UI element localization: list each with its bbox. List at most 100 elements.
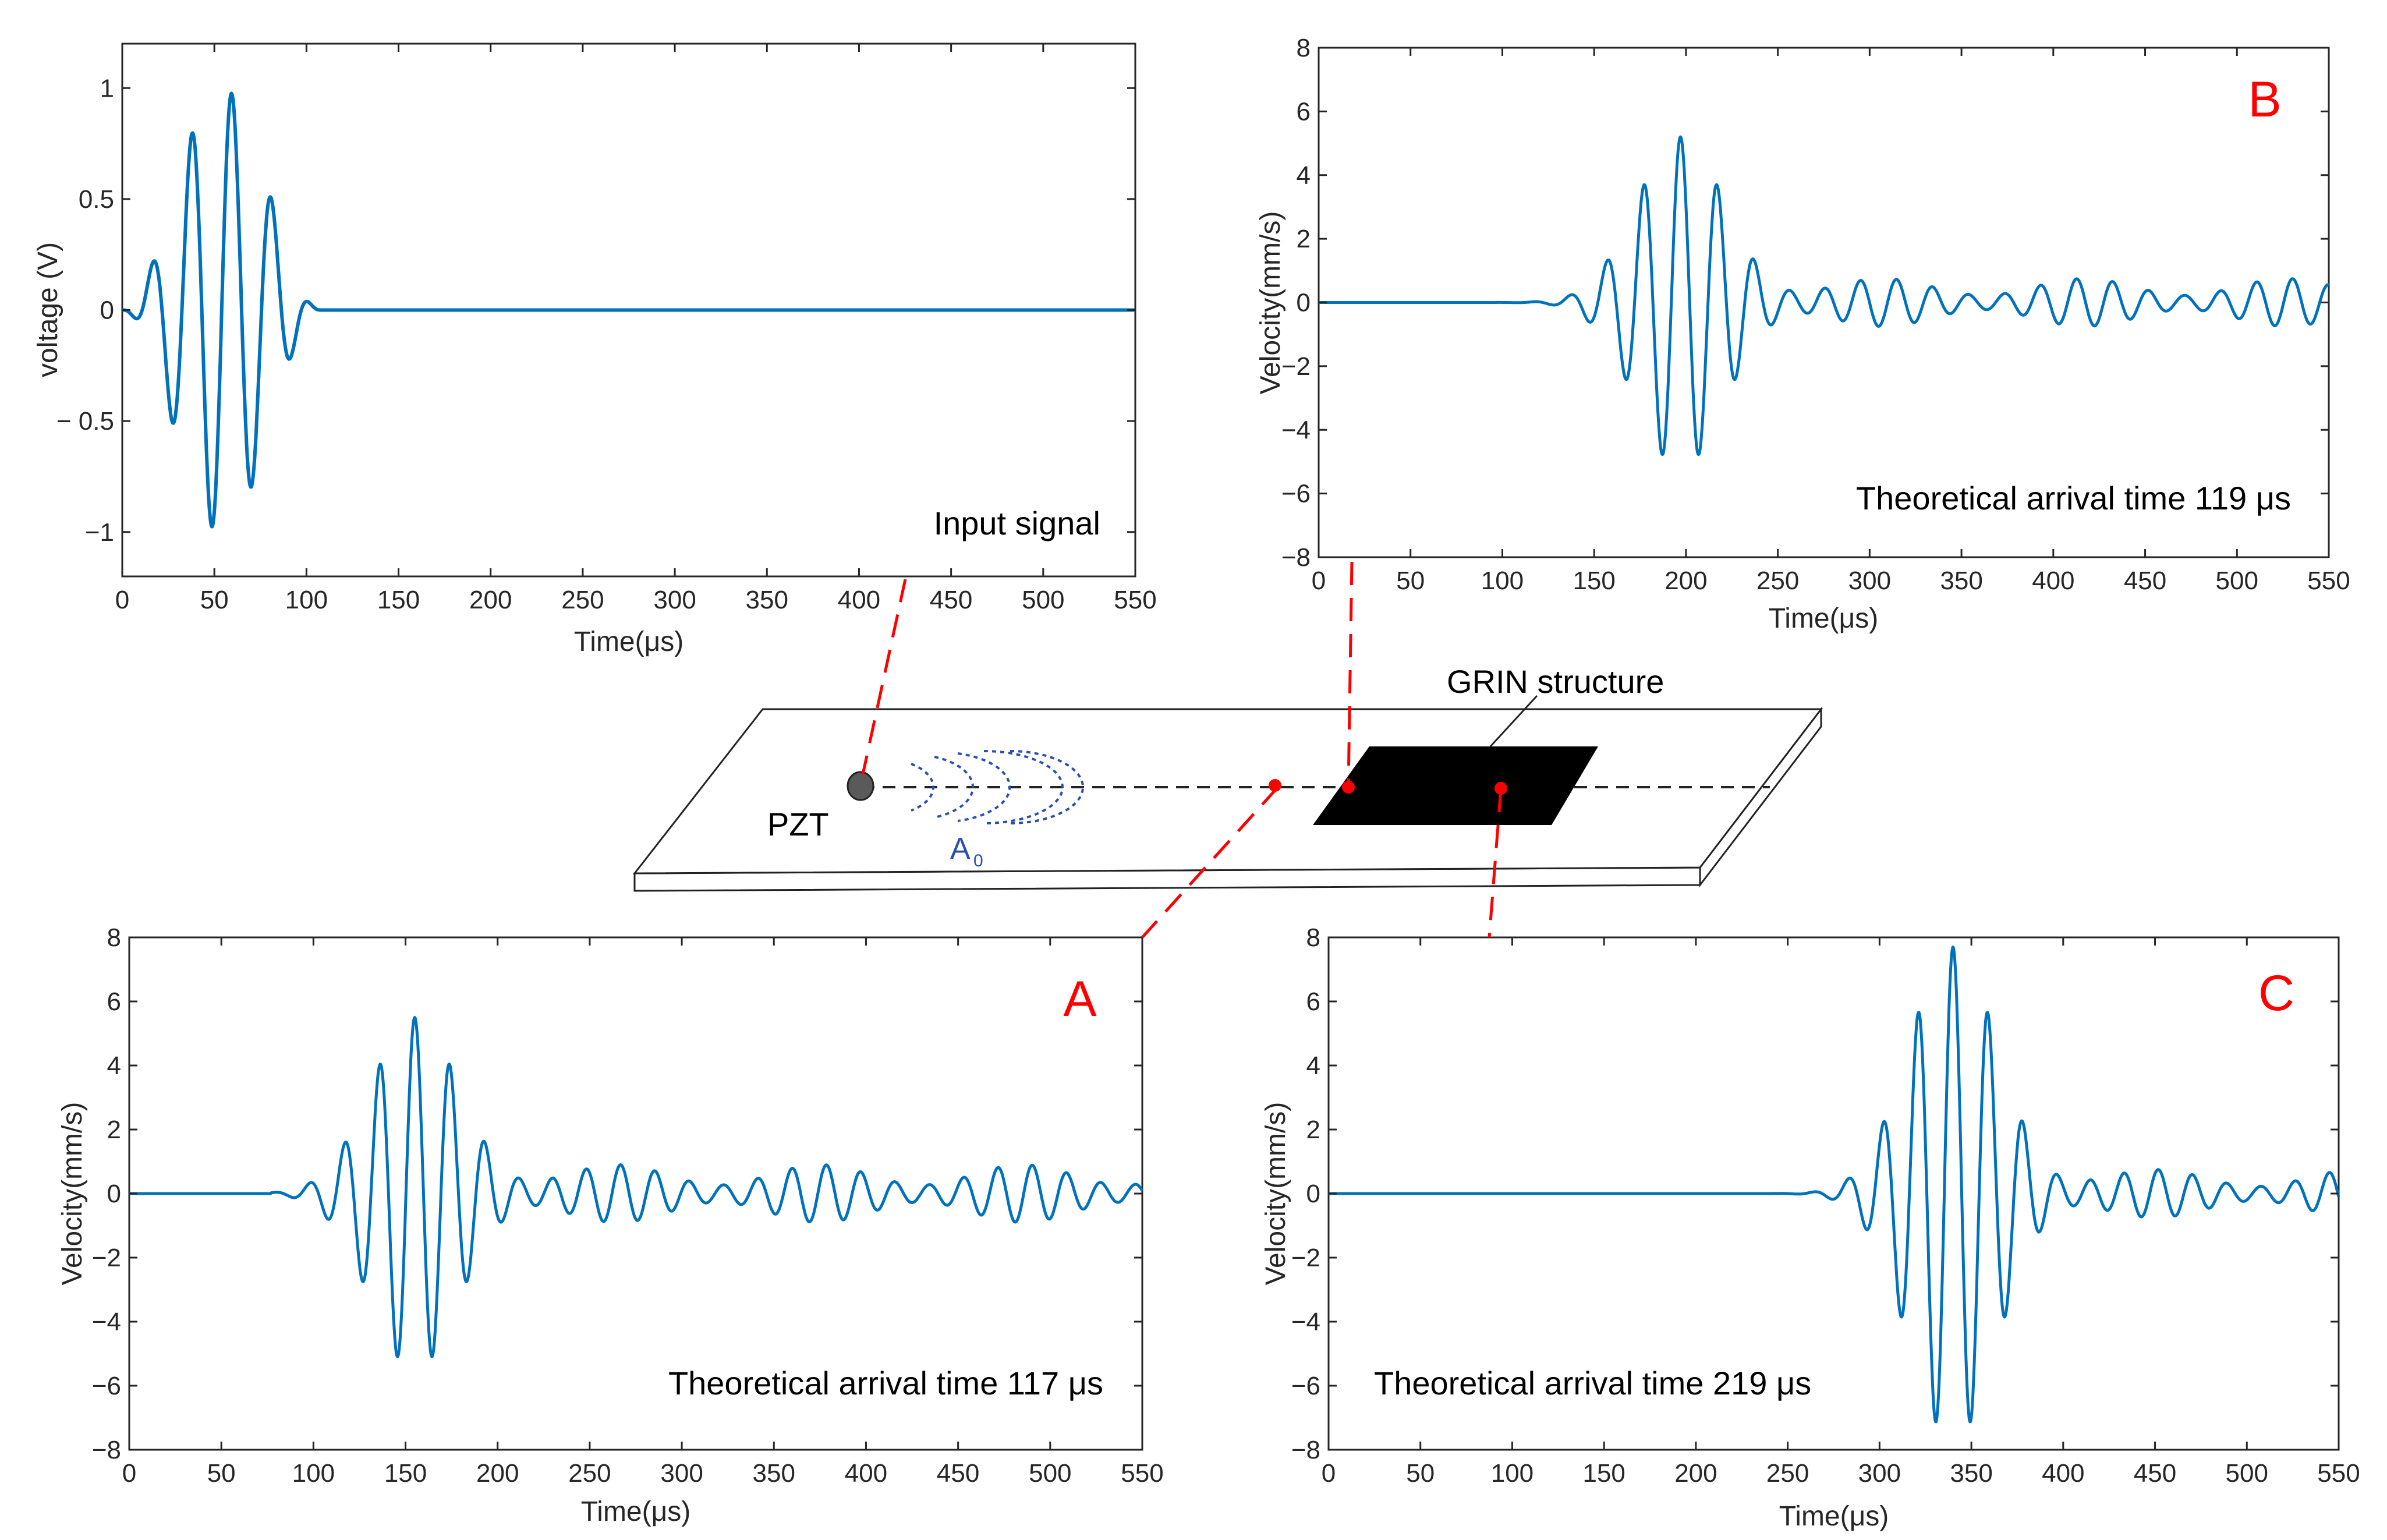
chart-input-xtick-label: 550 [1114,586,1156,614]
chart-A-xtick-label: 250 [568,1459,611,1488]
chart-B-ytick-label: −4 [1281,416,1311,444]
chart-C-xtick-label: 500 [2226,1459,2268,1488]
chart-input-xtick-label: 0 [115,586,129,614]
point-B-marker [1342,781,1355,794]
chart-C: C Theoretical arrival time 219 μs Time(μ… [1260,923,2360,1532]
chart-C-series-line [1327,946,2340,1424]
chart-B: B Theoretical arrival time 119 μs Time(μ… [1255,34,2350,634]
chart-C-xtick-label: 400 [2042,1459,2084,1488]
chart-input-ytick-label: 0.5 [79,185,114,214]
chart-B-annotation: Theoretical arrival time 119 μs [1856,480,2291,516]
chart-A-xtick-label: 100 [292,1459,335,1488]
chart-A-xlabel: Time(μs) [581,1496,691,1527]
chart-input: Input signal Time(μs) voltage (V) 0 50 100… [33,43,1157,657]
chart-input-ylabel: voltage (V) [33,242,63,377]
grin-structure [1313,746,1598,825]
chart-input-xtick-label: 400 [838,586,880,614]
a0-label: A [950,832,971,866]
chart-C-xtick-label: 100 [1491,1459,1534,1488]
point-A-marker [1269,779,1281,792]
a0-subscript: 0 [973,851,983,870]
chart-A-annotation: Theoretical arrival time 117 μs [668,1365,1103,1401]
chart-B-xtick-label: 50 [1396,567,1425,595]
chart-A-ytick-label: −4 [92,1308,121,1336]
chart-A-xtick-label: 0 [122,1459,136,1488]
chart-input-xtick-label: 300 [653,586,696,614]
chart-C-ytick-label: −6 [1291,1372,1320,1400]
chart-B-ytick-label: 8 [1297,34,1311,62]
chart-input-annotation: Input signal [934,505,1100,541]
chart-B-xtick-label: 300 [1848,567,1891,595]
chart-B-ytick-label: 0 [1297,289,1311,317]
chart-A-xtick-label: 200 [476,1459,519,1488]
chart-A-corner-label: A [1063,971,1097,1027]
chart-B-ytick-label: −6 [1281,480,1311,508]
leader-C [1488,788,1503,938]
chart-C-ytick-label: 0 [1306,1180,1320,1208]
chart-C-ytick-label: −2 [1291,1244,1320,1272]
grin-label: GRIN structure [1447,663,1664,700]
chart-C-xtick-label: 150 [1582,1459,1625,1488]
chart-input-ytick-label: 1 [100,74,114,102]
chart-A-xtick-label: 150 [384,1459,427,1488]
point-C-marker [1494,782,1507,795]
chart-input-ytick-label: − 0.5 [56,407,114,436]
chart-input-xtick-label: 200 [469,586,512,614]
grin-label-leader [1489,695,1538,748]
chart-input-ytick-label: 0 [100,296,114,325]
chart-A-xtick-label: 500 [1029,1459,1071,1488]
chart-B-xtick-label: 200 [1664,567,1707,595]
chart-B-ytick-label: 6 [1297,97,1311,126]
chart-A-ytick-label: 0 [107,1180,121,1208]
plate-diagram: GRIN structure A 0 PZT [632,561,1823,939]
chart-C-ytick-label: 8 [1306,923,1320,952]
chart-B-xlabel: Time(μs) [1769,603,1879,634]
chart-B-ytick-label: 2 [1297,225,1311,253]
chart-B-xtick-label: 150 [1573,567,1615,595]
chart-A-xtick-label: 550 [1121,1459,1163,1488]
chart-B-xtick-label: 500 [2216,567,2258,595]
chart-C-annotation: Theoretical arrival time 219 μs [1374,1365,1811,1401]
chart-A-ylabel: Velocity(mm/s) [57,1102,88,1286]
chart-input-ytick-label: −1 [85,518,114,547]
chart-B-xtick-label: 550 [2307,567,2350,595]
chart-A-xtick-label: 400 [845,1459,887,1488]
chart-input-series-line [121,91,1137,529]
chart-A-ytick-label: 8 [107,923,121,952]
chart-A-ytick-label: −8 [92,1436,121,1464]
chart-C-xtick-label: 450 [2134,1459,2176,1488]
chart-A: A Theoretical arrival time 117 μs Time(μ… [57,923,1164,1527]
chart-A-xtick-label: 300 [660,1459,703,1488]
chart-B-ytick-label: 4 [1297,161,1311,190]
chart-C-ytick-label: 4 [1306,1052,1320,1080]
chart-A-xtick-label: 350 [753,1459,795,1488]
chart-input-xtick-label: 450 [930,586,972,614]
chart-B-xtick-label: 250 [1756,567,1799,595]
chart-A-xtick-label: 50 [207,1459,236,1488]
pzt-transducer [847,771,874,801]
chart-C-xtick-label: 200 [1674,1459,1717,1488]
chart-B-ytick-label: −2 [1281,352,1311,381]
chart-B-xtick-label: 450 [2124,567,2166,595]
chart-C-ytick-label: −4 [1291,1308,1320,1336]
chart-B-xtick-label: 100 [1481,567,1524,595]
chart-C-xtick-label: 0 [1322,1459,1336,1488]
chart-input-xtick-label: 50 [200,586,229,614]
a0-wavefronts [911,750,1084,824]
leader-B [1347,561,1354,787]
chart-A-xtick-label: 450 [937,1459,979,1488]
chart-C-xtick-label: 350 [1950,1459,1992,1488]
chart-B-ytick-label: −8 [1281,543,1311,572]
chart-C-xlabel: Time(μs) [1779,1501,1889,1532]
leader-input [861,579,907,775]
chart-input-xtick-label: 150 [377,586,420,614]
chart-input-xtick-label: 350 [746,586,788,614]
chart-A-ytick-label: 4 [107,1052,121,1080]
chart-A-ytick-label: 2 [107,1116,121,1144]
chart-C-xtick-label: 300 [1858,1459,1901,1488]
plate-top [632,708,1823,875]
chart-C-xtick-label: 250 [1766,1459,1809,1488]
chart-B-xtick-label: 350 [1940,567,1982,595]
chart-C-ytick-label: −8 [1291,1436,1320,1464]
